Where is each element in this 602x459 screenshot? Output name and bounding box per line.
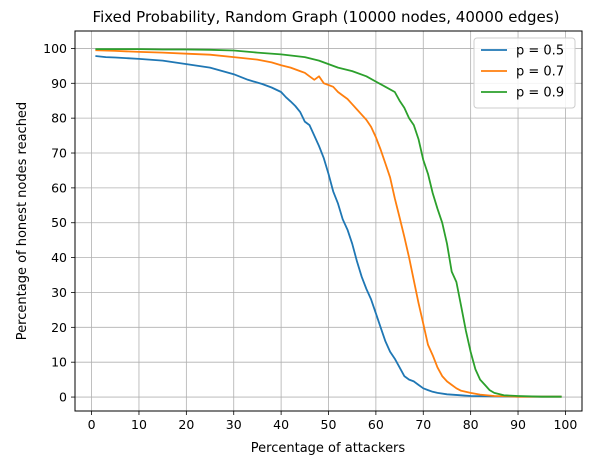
series-line-1 [95, 55, 562, 398]
x-tick-label: 90 [510, 417, 526, 432]
series-line-2 [95, 49, 562, 398]
axis-ticks: 0 10 20 30 40 50 60 70 80 90 100 0 10 20 30 40 50 60 70 80 9… [43, 41, 577, 432]
x-tick-label: 30 [226, 417, 242, 432]
legend-label-3: p = 0.9 [516, 86, 564, 101]
y-tick-label: 70 [51, 146, 67, 161]
series-lines [95, 48, 562, 398]
y-tick-label: 20 [51, 320, 67, 335]
x-tick-label: 20 [178, 417, 194, 432]
chart-title: Fixed Probability, Random Graph (10000 n… [93, 8, 560, 26]
x-tick-label: 50 [321, 417, 337, 432]
y-tick-label: 50 [51, 215, 67, 230]
x-tick-label: 40 [273, 417, 289, 432]
x-tick-label: 80 [463, 417, 479, 432]
x-tick-label: 100 [553, 417, 577, 432]
x-tick-label: 10 [131, 417, 147, 432]
y-tick-label: 10 [51, 355, 67, 370]
grid [75, 31, 582, 411]
y-tick-label: 0 [59, 390, 67, 405]
y-tick-label: 30 [51, 285, 67, 300]
legend-box [473, 37, 576, 109]
y-tick-label: 40 [51, 250, 67, 265]
legend: p = 0.5 p = 0.7 p = 0.9 [473, 37, 576, 109]
legend-label-2: p = 0.7 [516, 65, 564, 80]
x-tick-label: 60 [368, 417, 384, 432]
y-tick-label: 60 [51, 180, 67, 195]
y-axis-label: Percentage of honest nodes reached [15, 102, 30, 340]
series-line-3 [95, 48, 562, 398]
x-axis-label: Percentage of attackers [251, 441, 406, 456]
x-tick-label: 0 [88, 417, 96, 432]
x-tick-label: 70 [415, 417, 431, 432]
legend-label-1: p = 0.5 [516, 44, 564, 59]
y-tick-label: 90 [51, 76, 67, 91]
y-tick-label: 80 [51, 111, 67, 126]
y-tick-label: 100 [43, 41, 67, 56]
